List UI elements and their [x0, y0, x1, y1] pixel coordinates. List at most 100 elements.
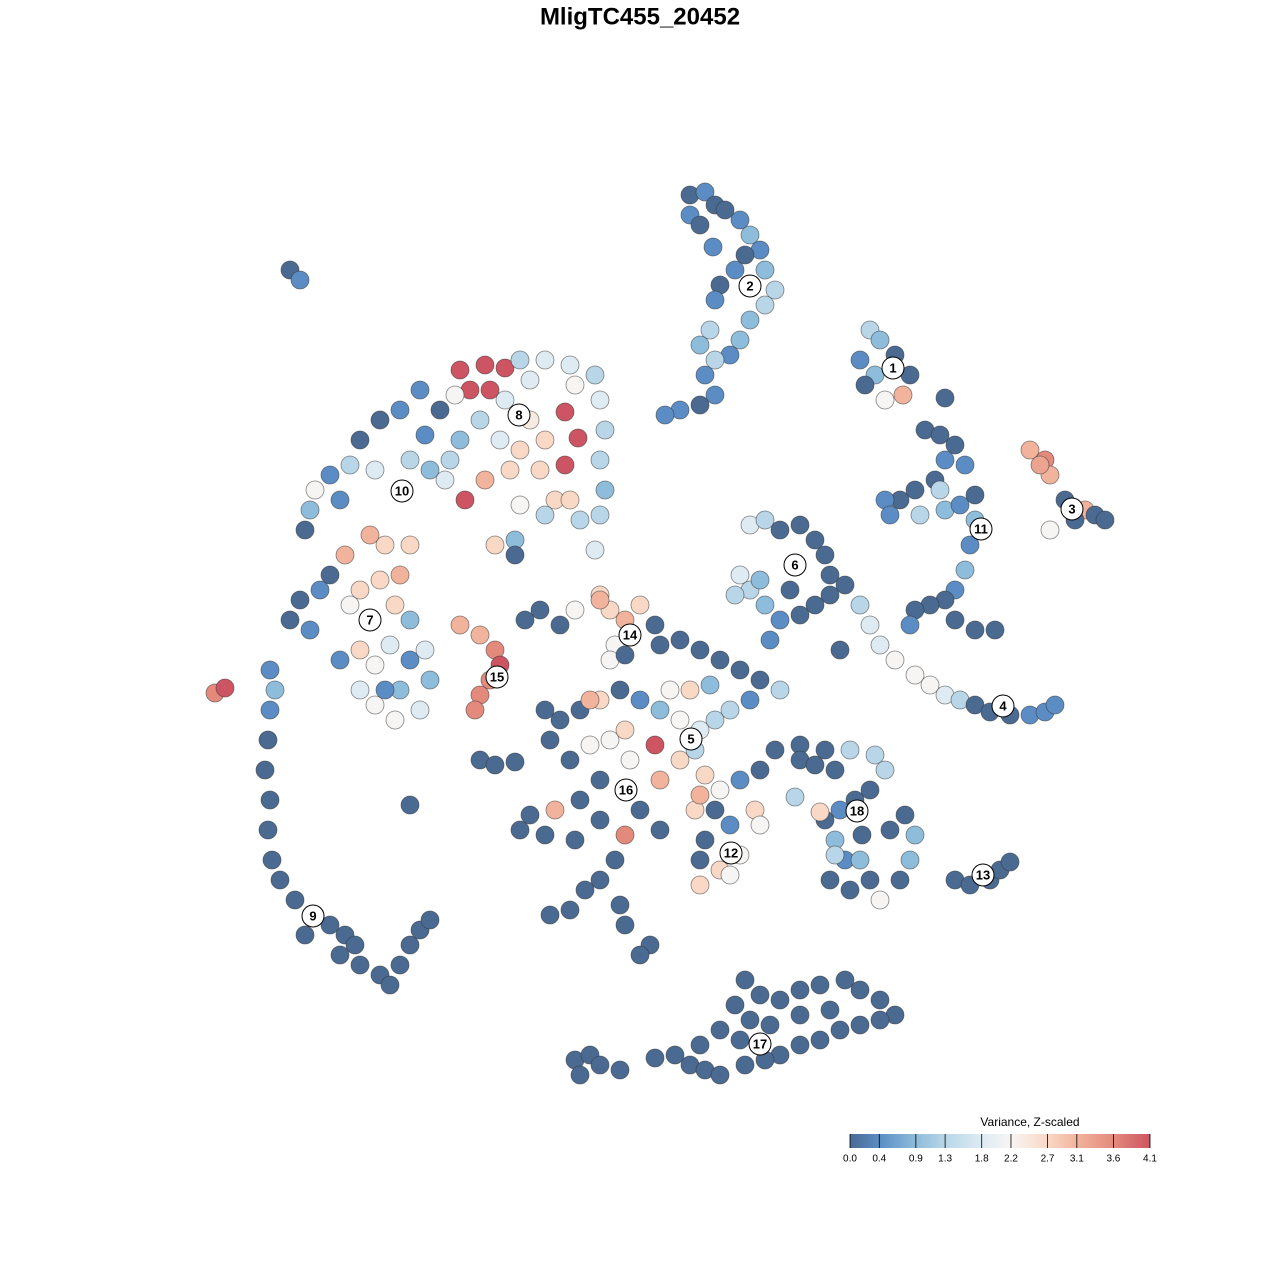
point	[400, 450, 420, 470]
point	[700, 675, 720, 695]
point	[445, 385, 465, 405]
point	[495, 390, 515, 410]
point	[1095, 510, 1115, 530]
point	[760, 1015, 780, 1035]
point	[805, 595, 825, 615]
point	[755, 595, 775, 615]
point	[730, 565, 750, 585]
point	[330, 490, 350, 510]
point	[360, 525, 380, 545]
point	[820, 1000, 840, 1020]
point	[860, 780, 880, 800]
point	[330, 650, 350, 670]
point	[535, 825, 555, 845]
point	[750, 760, 770, 780]
point	[420, 460, 440, 480]
point	[825, 845, 845, 865]
colorbar-tick-label: 1.3	[938, 1154, 952, 1165]
point	[400, 610, 420, 630]
cluster-label: 1	[889, 360, 896, 375]
point	[320, 465, 340, 485]
point	[690, 785, 710, 805]
point	[260, 790, 280, 810]
cluster-label: 18	[850, 803, 864, 818]
point	[540, 730, 560, 750]
point	[750, 670, 770, 690]
point	[710, 780, 730, 800]
point	[805, 530, 825, 550]
point	[880, 820, 900, 840]
point	[415, 425, 435, 445]
point	[690, 1035, 710, 1055]
point	[545, 800, 565, 820]
point	[870, 330, 890, 350]
point	[730, 770, 750, 790]
point	[850, 980, 870, 1000]
point	[690, 335, 710, 355]
point	[365, 655, 385, 675]
point	[815, 740, 835, 760]
point	[815, 545, 835, 565]
point	[950, 495, 970, 515]
point	[655, 405, 675, 425]
point	[400, 795, 420, 815]
cluster-label: 3	[1068, 501, 1075, 516]
point	[415, 640, 435, 660]
point	[645, 615, 665, 635]
point	[690, 395, 710, 415]
point	[450, 360, 470, 380]
point	[750, 815, 770, 835]
point	[740, 1010, 760, 1030]
point	[735, 970, 755, 990]
point	[262, 850, 282, 870]
cluster-badge	[881, 356, 905, 380]
point	[375, 535, 395, 555]
point	[350, 580, 370, 600]
point	[740, 225, 760, 245]
point	[740, 310, 760, 330]
point	[730, 660, 750, 680]
point	[955, 560, 975, 580]
point	[820, 585, 840, 605]
point	[765, 280, 785, 300]
point	[770, 610, 790, 630]
point	[630, 800, 650, 820]
point	[860, 870, 880, 890]
point	[575, 880, 595, 900]
point	[470, 410, 490, 430]
point	[710, 1065, 730, 1085]
point	[820, 870, 840, 890]
point	[350, 955, 370, 975]
point	[335, 545, 355, 565]
point	[705, 385, 725, 405]
point	[560, 900, 580, 920]
point	[590, 770, 610, 790]
point	[258, 820, 278, 840]
point	[645, 735, 665, 755]
point	[585, 540, 605, 560]
point	[680, 680, 700, 700]
point	[590, 390, 610, 410]
point	[735, 1055, 755, 1075]
colorbar-tick-label: 2.7	[1041, 1154, 1055, 1165]
point	[755, 260, 775, 280]
point	[255, 760, 275, 780]
cluster-badge	[618, 623, 642, 647]
point	[770, 520, 790, 540]
point	[965, 620, 985, 640]
point	[295, 520, 315, 540]
point	[870, 990, 890, 1010]
point	[935, 388, 955, 408]
cluster-badge	[719, 841, 743, 865]
point	[720, 700, 740, 720]
point	[690, 875, 710, 895]
point	[375, 680, 395, 700]
point	[475, 355, 495, 375]
point	[985, 620, 1005, 640]
point	[350, 640, 370, 660]
colorbar-title: Variance, Z-scaled	[980, 1115, 1079, 1129]
point	[385, 595, 405, 615]
cluster-label: 17	[753, 1036, 767, 1051]
point	[410, 380, 430, 400]
